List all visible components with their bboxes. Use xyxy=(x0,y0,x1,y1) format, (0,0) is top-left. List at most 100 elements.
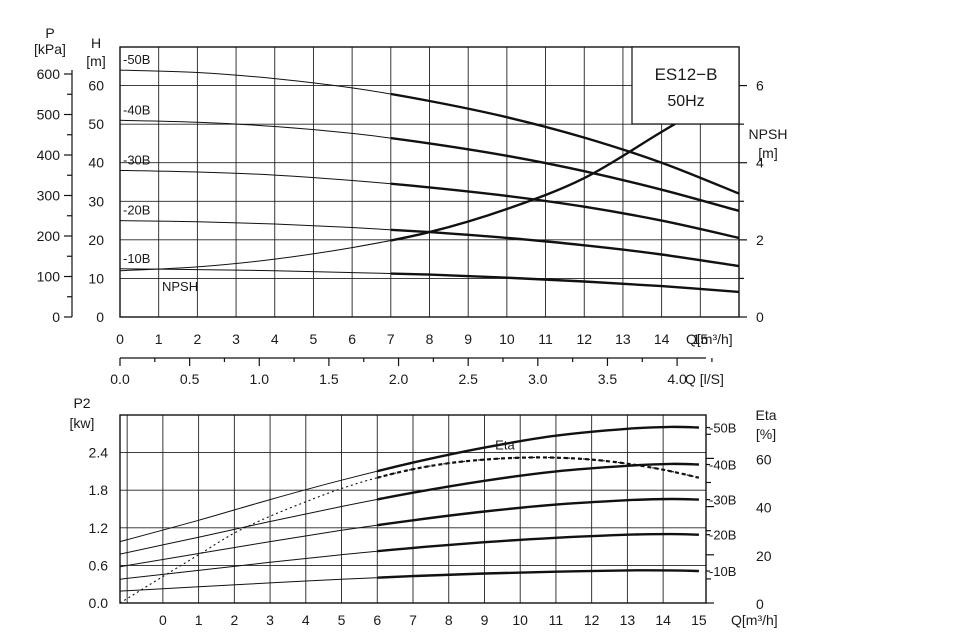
curve-40b-operating xyxy=(390,136,739,213)
lower-x-tick-label: 12 xyxy=(584,612,600,628)
y-tick-label: 50 xyxy=(88,116,104,132)
y-tick-label: 0 xyxy=(96,309,104,325)
curve-label-10b: -10B xyxy=(123,251,150,266)
power-curve-10b xyxy=(377,569,699,579)
power-curve-50b-operating xyxy=(377,425,699,473)
y3-axis-label-symbol: NPSH xyxy=(749,126,788,142)
eta-curve xyxy=(377,456,700,479)
y-tick-label: 10 xyxy=(88,270,104,286)
x-tick-label: 0 xyxy=(116,331,124,347)
eta-tick-label: 40 xyxy=(756,500,772,516)
x-tick-label: 2 xyxy=(193,331,201,347)
y-tick-label: 30 xyxy=(88,193,104,209)
power-curve-40b xyxy=(377,462,699,501)
p2-tick-label: 2.4 xyxy=(89,445,109,461)
y-axis-label-symbol: H xyxy=(91,35,101,51)
x-tick-label: 1 xyxy=(155,331,163,347)
secondary-x-tick-label: 2.0 xyxy=(389,371,409,387)
curve-npsh-operating xyxy=(390,84,739,242)
lower-x-tick-label: 13 xyxy=(620,612,636,628)
power-curve-50b-thin xyxy=(119,426,699,543)
y3-tick-label: 0 xyxy=(756,309,764,325)
eta-tick-label: 20 xyxy=(756,548,772,564)
y-tick-label: 40 xyxy=(88,155,104,171)
lower-x-tick-label: 6 xyxy=(373,612,381,628)
eta-axis-label-unit: [%] xyxy=(756,426,776,442)
y3-tick-label: 4 xyxy=(756,155,764,171)
power-curve-10b-operating xyxy=(377,569,699,579)
p2-tick-label: 0.6 xyxy=(89,557,109,573)
y2-axis-label-symbol: P xyxy=(45,25,54,41)
x-tick-label: 12 xyxy=(576,331,592,347)
curve-50b xyxy=(390,92,739,195)
y-axis-label-unit: [m] xyxy=(86,53,105,69)
lower-x-axis-label: Q[m³/h] xyxy=(731,612,778,628)
secondary-x-tick-label: 2.5 xyxy=(458,371,478,387)
secondary-x-tick-label: 3.5 xyxy=(598,371,618,387)
y-tick-label: 60 xyxy=(88,78,104,94)
x-tick-label: 3 xyxy=(232,331,240,347)
p2-axis-label-symbol: P2 xyxy=(73,395,90,411)
x-tick-label: 13 xyxy=(615,331,631,347)
curve-50b-operating xyxy=(390,92,739,195)
chart-subtitle: 50Hz xyxy=(667,93,704,110)
power-curve-label-30b: -30B xyxy=(709,493,736,508)
x-tick-label: 6 xyxy=(348,331,356,347)
secondary-x-axis-label: Q [l/S] xyxy=(685,371,724,387)
power-curve-30b-thin xyxy=(119,498,699,568)
eta-curve-label: Eta xyxy=(495,438,515,453)
power-curve-label-40b: -40B xyxy=(709,458,736,473)
y2-axis-label-unit: [kPa] xyxy=(34,41,66,57)
x-axis-label: Q[m³/h] xyxy=(686,331,733,347)
lower-x-tick-label: 11 xyxy=(549,612,564,628)
power-curve-40b-operating xyxy=(377,462,699,501)
power-curve-10b-thin xyxy=(119,569,699,592)
p2-tick-label: 0.0 xyxy=(89,595,109,611)
p2-axis-label-unit: [kw] xyxy=(70,415,95,431)
x-tick-label: 11 xyxy=(538,331,553,347)
curve-30b-operating xyxy=(390,182,739,240)
x-tick-label: 4 xyxy=(271,331,279,347)
power-chart-frame xyxy=(119,414,707,604)
secondary-x-tick-label: 0.0 xyxy=(110,371,130,387)
secondary-x-tick-label: 1.5 xyxy=(319,371,339,387)
power-curve-label-50b: -50B xyxy=(709,421,736,436)
curve-label-30b: -30B xyxy=(123,152,150,167)
head-chart-frame xyxy=(119,46,740,318)
curve-40b xyxy=(390,136,739,213)
x-tick-label: 9 xyxy=(464,331,472,347)
lower-x-tick-label: 2 xyxy=(230,612,238,628)
x-tick-label: 7 xyxy=(387,331,395,347)
power-curve-50b xyxy=(377,425,699,473)
power-curve-label-10b: -10B xyxy=(709,564,736,579)
lower-x-tick-label: 4 xyxy=(302,612,310,628)
lower-x-tick-label: 8 xyxy=(445,612,453,628)
secondary-x-tick-label: 3.0 xyxy=(528,371,548,387)
eta-curve-thin xyxy=(119,456,700,604)
lower-x-tick-label: 9 xyxy=(481,612,489,628)
lower-x-tick-label: 5 xyxy=(338,612,346,628)
p2-tick-label: 1.2 xyxy=(89,520,109,536)
y3-tick-label: 2 xyxy=(756,232,764,248)
power-curve-30b xyxy=(377,497,699,527)
power-curve-30b-operating xyxy=(377,497,699,527)
curve-10b-operating xyxy=(390,272,739,294)
x-tick-label: 15 xyxy=(693,331,709,347)
chart-title: ES12−B xyxy=(655,65,718,84)
lower-x-tick-label: 7 xyxy=(409,612,417,628)
p2-tick-label: 1.8 xyxy=(89,482,109,498)
power-curve-40b-thin xyxy=(119,463,699,555)
eta-tick-label: 0 xyxy=(756,596,764,612)
eta-tick-label: 60 xyxy=(756,451,772,467)
secondary-x-tick-label: 1.0 xyxy=(250,371,270,387)
lower-x-tick-label: 14 xyxy=(655,612,671,628)
y2-tick-label: 500 xyxy=(37,107,61,123)
y3-tick-label: 6 xyxy=(756,78,764,94)
title-box xyxy=(631,46,740,125)
x-tick-label: 10 xyxy=(499,331,515,347)
eta-axis-label-symbol: Eta xyxy=(755,407,776,423)
power-curve-20b xyxy=(377,532,699,553)
curve-label-20b: -20B xyxy=(123,203,150,218)
